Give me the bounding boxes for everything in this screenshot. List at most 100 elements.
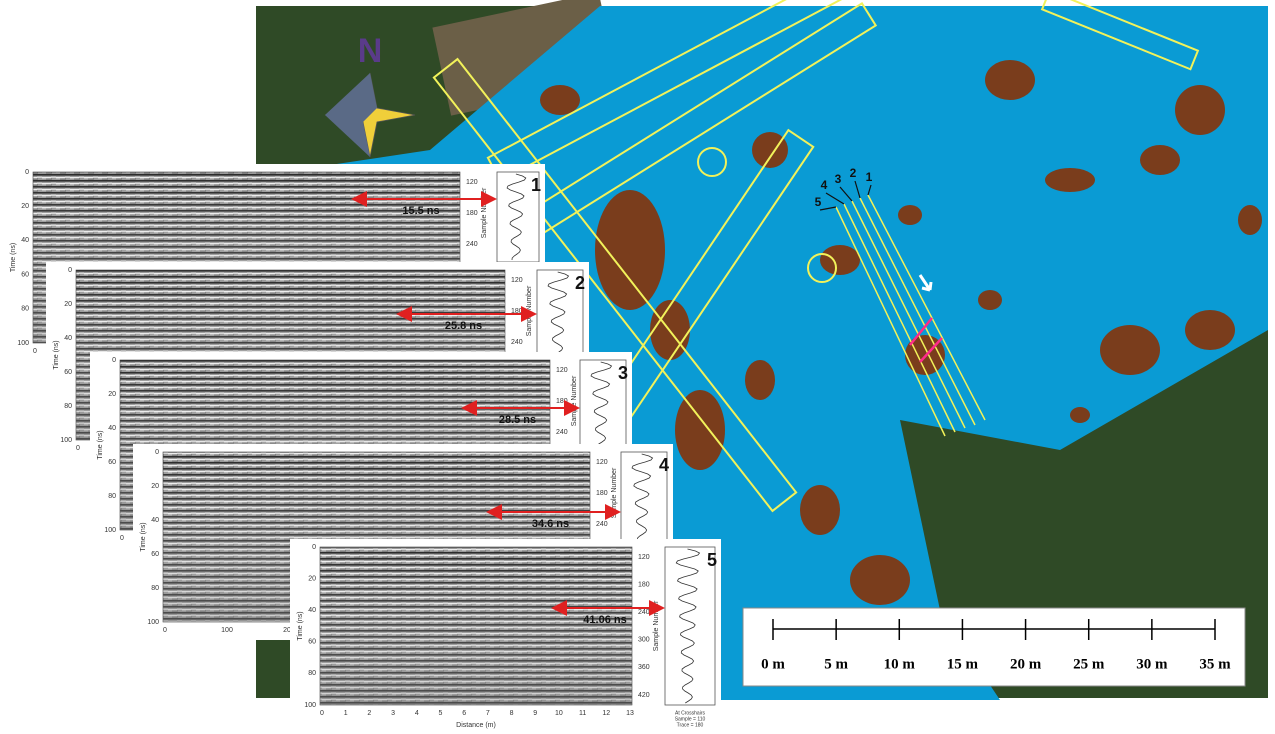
- x-tick-label: 10: [555, 710, 563, 717]
- crosshair-info: At Crosshairs: [675, 710, 706, 716]
- trace-waveform: [675, 548, 701, 704]
- trace-waveform: [506, 173, 527, 261]
- x-tick-label: 6: [462, 710, 466, 717]
- x-tick-label: 1: [344, 710, 348, 717]
- radargram-shade: [320, 547, 632, 705]
- x-tick-label: 12: [602, 710, 610, 717]
- sample-axis-title: Sample Number: [571, 375, 578, 426]
- sample-tick-label: 120: [596, 459, 608, 466]
- y-axis-title: Time (ns): [97, 430, 104, 459]
- y-axis-title: Time (ns): [10, 243, 17, 272]
- y-tick-label: 60: [108, 459, 116, 466]
- time-label: 28.5 ns: [499, 414, 536, 426]
- x-tick-label: 3: [391, 710, 395, 717]
- trace-waveform: [547, 271, 570, 359]
- y-tick-label: 100: [60, 437, 72, 444]
- scale-label: 35 m: [1199, 656, 1231, 672]
- y-tick-label: 0: [312, 544, 316, 551]
- x-tick-label: 8: [510, 710, 514, 717]
- sample-tick-label: 360: [638, 664, 650, 671]
- sample-axis-title: Sample Number: [653, 600, 660, 651]
- sample-tick-label: 120: [466, 179, 478, 186]
- sample-tick-label: 240: [596, 521, 608, 528]
- y-tick-label: 60: [21, 271, 29, 278]
- sample-axis-title: Sample Number: [611, 467, 618, 518]
- line-leader: [854, 180, 861, 199]
- y-tick-label: 100: [304, 702, 316, 709]
- direction-arrow: [918, 274, 933, 292]
- y-tick-label: 40: [151, 517, 159, 524]
- scale-label: 15 m: [947, 656, 979, 672]
- line-label: 4: [821, 178, 828, 192]
- crosshair-info: Sample = 110: [675, 716, 706, 722]
- sample-tick-label: 180: [596, 490, 608, 497]
- sample-tick-label: 240: [638, 609, 650, 616]
- scale-label: 30 m: [1136, 656, 1168, 672]
- line-label: 2: [850, 166, 857, 180]
- panel-number: 2: [575, 273, 585, 293]
- y-tick-label: 80: [151, 585, 159, 592]
- line-label: 3: [835, 172, 842, 186]
- y-tick-label: 0: [112, 357, 116, 364]
- line-leader: [819, 206, 837, 211]
- y-tick-label: 0: [25, 169, 29, 176]
- x-tick-label: 0: [320, 710, 324, 717]
- compass: N: [324, 32, 416, 158]
- y-tick-label: 60: [308, 639, 316, 646]
- y-tick-label: 100: [104, 527, 116, 534]
- x-tick-label: 0: [163, 627, 167, 634]
- line-leader: [825, 192, 845, 205]
- x-tick-label: 13: [626, 710, 634, 717]
- y-tick-label: 40: [21, 237, 29, 244]
- x-tick-label: 4: [415, 710, 419, 717]
- panel-number: 3: [618, 363, 628, 383]
- x-tick-label: 5: [439, 710, 443, 717]
- sample-tick-label: 300: [638, 637, 650, 644]
- y-tick-label: 40: [108, 425, 116, 432]
- sample-tick-label: 240: [556, 429, 568, 436]
- sample-tick-label: 180: [466, 210, 478, 217]
- x-tick-label: 0: [120, 535, 124, 542]
- scale-bar-box: [742, 607, 1246, 687]
- trace-box: [664, 546, 716, 706]
- y-tick-label: 20: [151, 483, 159, 490]
- target-marks: [909, 317, 943, 363]
- sample-tick-label: 420: [638, 692, 650, 699]
- x-axis-title: Distance (m): [456, 722, 496, 729]
- panel-number: 5: [707, 550, 717, 570]
- y-tick-label: 0: [155, 449, 159, 456]
- x-tick-label: 11: [579, 710, 586, 717]
- x-tick-label: 0: [33, 348, 37, 355]
- y-tick-label: 20: [21, 203, 29, 210]
- sample-tick-label: 120: [638, 554, 650, 561]
- y-tick-label: 20: [308, 575, 316, 582]
- y-tick-label: 40: [308, 607, 316, 614]
- sample-tick-label: 180: [556, 398, 568, 405]
- line-label: 5: [815, 195, 822, 209]
- x-tick-label: 200: [283, 627, 295, 634]
- y-axis-title: Time (ns): [53, 340, 60, 369]
- time-label: 41.06 ns: [583, 614, 626, 626]
- line-label: 1: [866, 170, 873, 184]
- y-tick-label: 60: [151, 551, 159, 558]
- scale-label: 10 m: [884, 656, 916, 672]
- scale-bar-labels: 0 m 5 m 10 m 15 m 20 m 25 m 30 m 35 m: [761, 619, 1231, 672]
- x-tick-label: 7: [486, 710, 490, 717]
- y-tick-label: 0: [68, 267, 72, 274]
- y-tick-label: 80: [308, 670, 316, 677]
- y-tick-label: 80: [108, 493, 116, 500]
- time-label: 25.8 ns: [445, 320, 482, 332]
- y-tick-label: 60: [64, 369, 72, 376]
- crosshair-info: Trace = 180: [677, 722, 704, 728]
- panel-number: 1: [531, 175, 541, 195]
- y-tick-label: 20: [108, 391, 116, 398]
- time-label: 34.6 ns: [532, 518, 569, 530]
- x-tick-label: 9: [533, 710, 537, 717]
- trace-waveform: [590, 361, 613, 449]
- panel-number: 4: [659, 455, 669, 475]
- line-leader: [839, 186, 853, 202]
- profile-lines: [835, 194, 986, 437]
- y-tick-label: 80: [64, 403, 72, 410]
